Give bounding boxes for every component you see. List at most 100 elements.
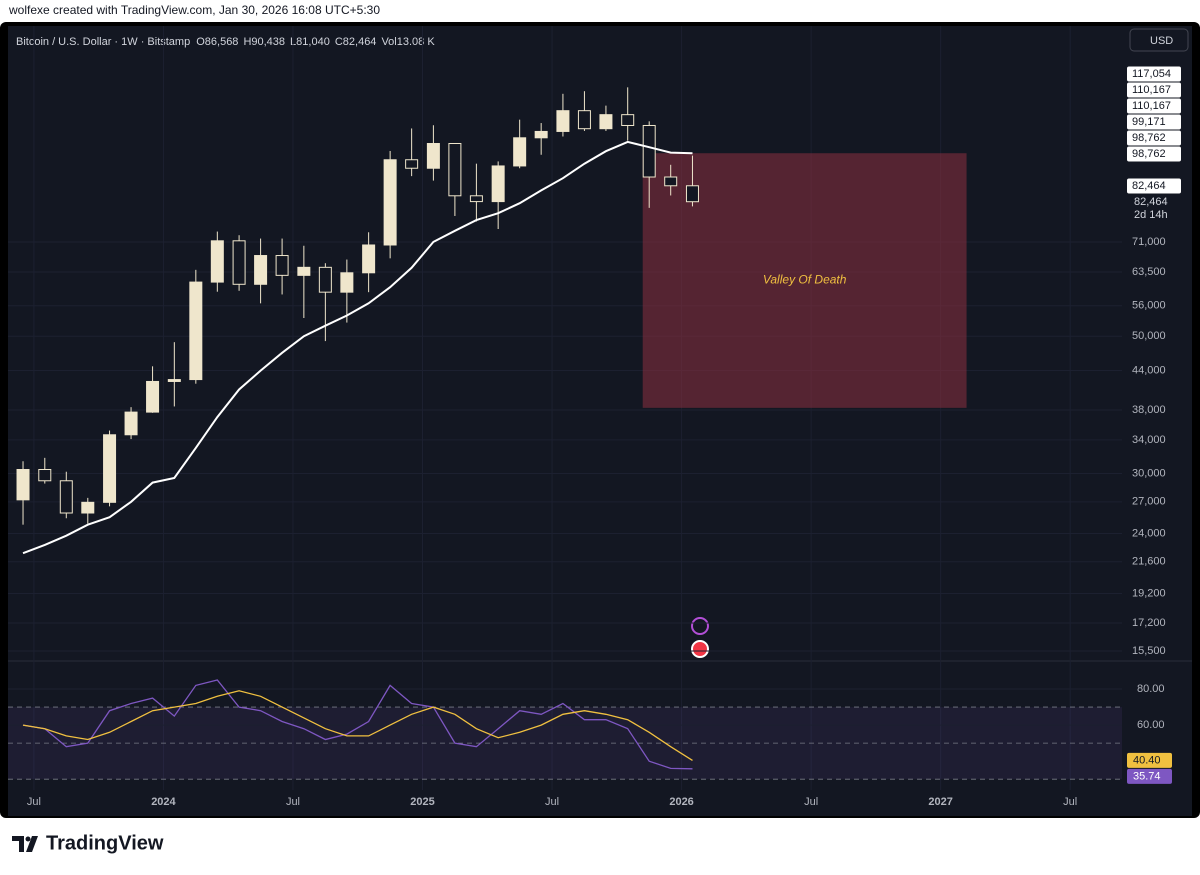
candle-body xyxy=(469,195,483,203)
countdown: 2d 14h xyxy=(1134,209,1168,221)
zone-label: Valley Of Death xyxy=(763,273,847,287)
rsi-value-label: 40.40 xyxy=(1133,754,1161,766)
price-label-box xyxy=(1127,66,1181,82)
candle-body xyxy=(81,501,95,514)
price-label: 117,054 xyxy=(1132,68,1171,80)
legend-value: 82,464 xyxy=(343,36,377,48)
candle-body xyxy=(189,281,203,381)
x-tick-label: Jul xyxy=(286,796,300,808)
event-icon xyxy=(691,617,709,635)
candle-body xyxy=(232,240,246,285)
candle-body xyxy=(599,114,613,130)
x-tick-label: 2024 xyxy=(151,796,176,808)
candle-body xyxy=(275,255,289,276)
price-label-box xyxy=(1127,146,1181,162)
candle-body xyxy=(664,176,678,187)
candle-body xyxy=(254,255,268,285)
symbol-legend: Bitcoin / U.S. Dollar · 1W · Bitstamp xyxy=(16,36,190,48)
candle-body xyxy=(124,411,138,436)
candle-body xyxy=(513,137,527,167)
price-label-box xyxy=(1127,130,1181,146)
currency: USD xyxy=(1150,35,1173,47)
y-tick-label: 56,000 xyxy=(1132,300,1166,312)
last-price: 82,464 xyxy=(1134,196,1168,208)
x-tick-label: 2025 xyxy=(410,796,434,808)
price-label-box xyxy=(1127,114,1181,130)
y-tick-label: 19,200 xyxy=(1132,587,1166,599)
price-label: 110,167 xyxy=(1132,100,1171,112)
price-label: 98,762 xyxy=(1132,132,1166,144)
x-tick-label: Jul xyxy=(545,796,559,808)
candle-body xyxy=(38,469,52,482)
candle-body xyxy=(297,266,311,276)
legend-key: H xyxy=(243,36,251,48)
moving-average xyxy=(22,140,693,555)
price-label-box xyxy=(1127,178,1181,194)
legend-value: 13.08 K xyxy=(397,36,436,48)
rsi-value-box xyxy=(1127,768,1172,784)
y-tick-label: 34,000 xyxy=(1132,434,1166,446)
y-tick-label: 80.00 xyxy=(1137,683,1165,695)
logo-mark xyxy=(12,836,38,852)
x-tick-label: Jul xyxy=(804,796,818,808)
candle-body xyxy=(426,143,440,169)
candle-body xyxy=(103,434,117,503)
candle-body xyxy=(556,110,570,132)
y-tick-label: 17,200 xyxy=(1132,617,1166,629)
x-tick-label: Jul xyxy=(1063,796,1077,808)
y-tick-label: 24,000 xyxy=(1132,527,1166,539)
y-tick-label: 21,600 xyxy=(1132,556,1166,568)
logo-dot xyxy=(25,836,31,842)
legend-value: 86,568 xyxy=(205,36,239,48)
candle-body xyxy=(210,240,224,283)
x-tick-label: Jul xyxy=(27,796,41,808)
brand-logo xyxy=(12,836,38,852)
y-tick-label: 15,500 xyxy=(1132,645,1166,657)
legend-key: O xyxy=(196,36,205,48)
price-label: 82,464 xyxy=(1132,180,1166,192)
y-tick-label: 44,000 xyxy=(1132,364,1166,376)
indicator-line xyxy=(22,679,693,770)
y-tick-label: 63,500 xyxy=(1132,266,1166,278)
event-icons xyxy=(691,617,709,658)
candle-body xyxy=(534,130,548,139)
legend-key: Vol xyxy=(381,36,396,48)
y-tick-label: 30,000 xyxy=(1132,467,1166,479)
price-label: 110,167 xyxy=(1132,84,1171,96)
currency-button[interactable] xyxy=(1129,28,1189,52)
candle-body xyxy=(16,469,30,501)
indicator-line xyxy=(22,690,693,761)
y-tick-label: 50,000 xyxy=(1132,330,1166,342)
x-tick-label: 2026 xyxy=(669,796,693,808)
candle-body xyxy=(318,266,332,293)
event-icon xyxy=(691,640,709,658)
y-tick-label: 38,000 xyxy=(1132,404,1166,416)
candle-body xyxy=(167,379,181,382)
candle-body xyxy=(685,185,699,203)
candle-body xyxy=(491,165,505,203)
price-label-box xyxy=(1127,98,1181,114)
legend-value: 90,438 xyxy=(251,36,285,48)
brand: TradingView xyxy=(46,832,164,854)
candle-body xyxy=(405,159,419,169)
legend-key: C xyxy=(335,36,343,48)
rsi-value-label: 35.74 xyxy=(1133,770,1161,782)
candle-body xyxy=(59,480,73,514)
rsi-value-box xyxy=(1127,752,1172,768)
price-label-box xyxy=(1127,82,1181,98)
candle-body xyxy=(577,110,591,130)
y-tick-label: 27,000 xyxy=(1132,496,1166,508)
y-tick-label: 60.00 xyxy=(1137,719,1165,731)
candle-body xyxy=(621,114,635,126)
candle-body xyxy=(383,159,397,246)
price-label: 99,171 xyxy=(1132,116,1166,128)
candle-body xyxy=(362,244,376,274)
candle-body xyxy=(448,143,462,197)
candle-body xyxy=(146,380,160,413)
attribution: wolfexe created with TradingView.com, Ja… xyxy=(8,3,380,17)
candle-body xyxy=(340,272,354,293)
candle-body xyxy=(642,124,656,178)
